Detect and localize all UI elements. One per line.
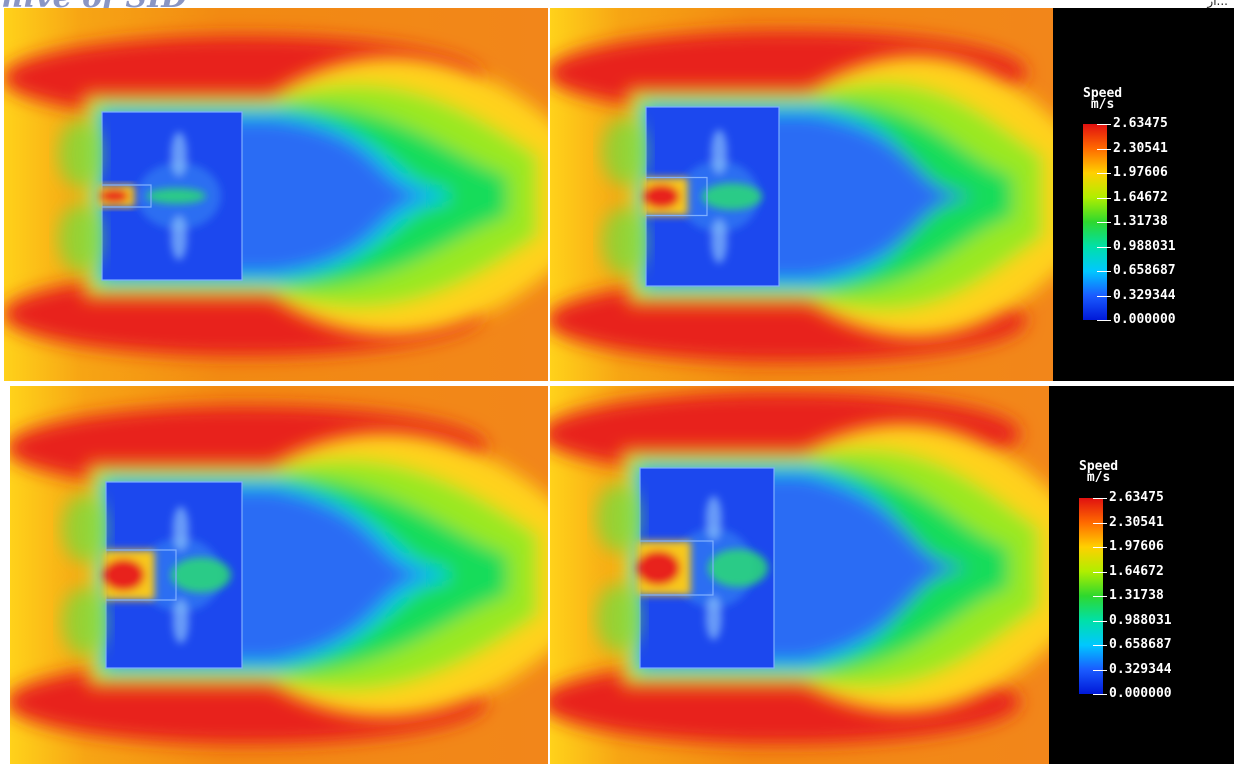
legend-tick-mark [1097,148,1111,150]
header-right-fragment: ار... [1207,0,1228,8]
legend-tick-label: 0.988031 [1113,238,1176,254]
legend-tick-mark [1093,547,1107,548]
legend-tick-mark [1093,596,1107,597]
legend-tick-label: 0.329344 [1113,287,1176,303]
legend-tick-mark [1093,522,1107,524]
legend-tick-mark [1093,694,1107,695]
legend-title-name: Speed [1083,86,1123,101]
legend-tick-label: 1.64672 [1109,563,1164,579]
flow-panel-3 [10,386,548,764]
legend-title-unit: m/s [1090,97,1115,112]
legend-tick-label: 2.30541 [1109,514,1164,530]
legend-tick-mark [1093,498,1107,499]
flow-panel-1 [4,8,548,381]
legend-tick-label: 2.63475 [1109,490,1164,505]
legend-tick-mark [1093,669,1107,671]
legend-tick-label: 1.31738 [1109,588,1164,603]
legend-tick-mark [1097,197,1111,199]
legend-tick-label: 0.988031 [1109,612,1172,628]
legend-tick-mark [1093,620,1107,622]
flow-field-1 [4,8,548,381]
legend-tick-label: 1.97606 [1109,539,1164,554]
legend-tick-label: 0.658687 [1113,263,1176,278]
flow-panel-2 [550,8,1053,381]
speed-legend-top: Speed m/s 2.63475 2.30541 1.97606 1.64672 1.… [1053,8,1234,381]
legend-tick-mark [1097,173,1111,174]
legend-tick-label: 1.31738 [1113,214,1168,229]
legend-title: Speed m/s [1083,86,1123,112]
legend-tick-label: 1.64672 [1113,189,1168,205]
legend-tick-mark [1097,320,1111,321]
legend-tick-mark [1097,246,1111,248]
flow-field-3 [10,386,548,764]
legend-tick-mark [1097,124,1111,125]
legend-tick-mark [1097,222,1111,223]
legend-tick-label: 0.000000 [1113,312,1176,327]
flow-panel-4 [550,386,1049,764]
speed-legend-bottom: Speed m/s 2.63475 2.30541 1.97606 1.64672 1.… [1049,386,1234,764]
legend-tick-label: 0.329344 [1109,661,1172,677]
legend-tick-mark [1093,645,1107,646]
legend-tick-label: 2.63475 [1113,116,1168,131]
legend-tick-label: 0.000000 [1109,686,1172,701]
legend-tick-label: 0.658687 [1109,637,1172,652]
flow-field-4 [550,386,1049,764]
flow-field-2 [550,8,1053,381]
legend-tick-label: 1.97606 [1113,165,1168,180]
legend-tick-mark [1097,295,1111,297]
legend-tick-mark [1093,571,1107,573]
legend-title-name: Speed [1079,459,1119,474]
legend-title: Speed m/s [1079,459,1119,485]
legend-title-unit: m/s [1086,470,1111,485]
legend-tick-mark [1097,271,1111,272]
legend-tick-label: 2.30541 [1113,140,1168,156]
